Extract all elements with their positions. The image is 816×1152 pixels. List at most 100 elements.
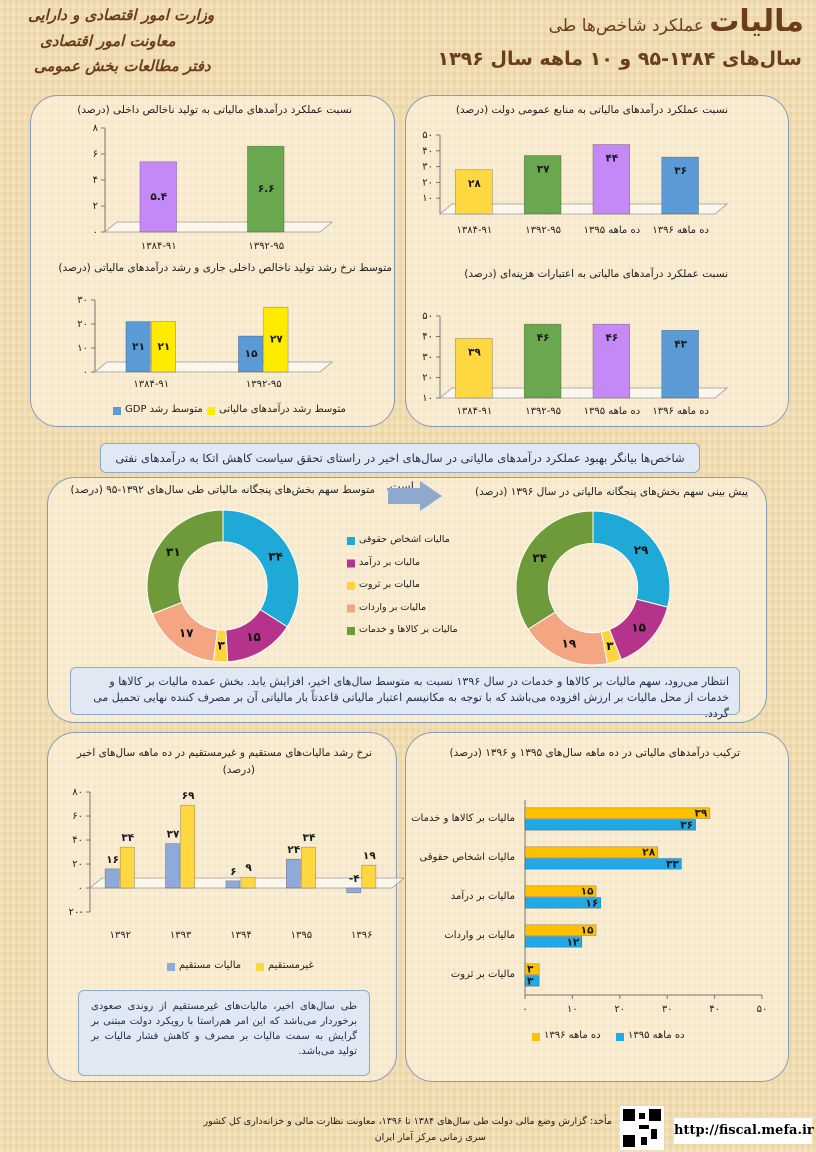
legend-label: مالیات مستقیم [179,960,242,971]
legend-swatch [167,963,175,971]
chart-title: نسبت عملکرد درآمدهای مالیاتی به منابع عم… [455,104,728,116]
value-label: ۳۴ [303,832,316,844]
legend-swatch [256,963,264,971]
y-tick-label: مالیات بر ثروت [450,968,515,980]
value-label: ۳۷ [537,164,550,176]
arrow [388,481,442,511]
bar [285,858,301,889]
value-label: ۲۸ [642,847,655,859]
x-tick-label: ۱۳۹۲ [109,930,130,941]
y-tick-label: ۶ [93,149,98,160]
y-tick-label: ۲۰ [77,319,88,330]
legend-label: غیرمستقیم [268,960,314,971]
y-tick-label: مالیات بر درآمد [450,890,515,902]
value-label: ۱۵ [581,886,594,898]
value-label: ۳۳ [666,858,679,870]
y-tick-label: ۱۰ [422,393,433,404]
y-tick-label: ۴۰ [72,835,83,846]
bar [125,321,151,373]
value-label: ۳۴ [532,551,547,565]
value-label: ۱۹ [562,636,577,650]
slice [515,510,594,630]
note: انتظار می‌رود، سهم مالیات بر کالاها و خد… [70,667,740,720]
value-label: ۳۹ [468,347,481,359]
legend-label: ده ماهه ۱۳۹۵ [628,1030,685,1041]
bar [263,306,289,373]
value-label: ۳۹ [694,808,707,820]
bar [523,155,562,215]
value-label: ۲۹ [634,543,649,557]
value-label: ۳۱ [166,545,181,559]
value-label: ۲۷ [270,334,283,346]
legend-swatch [207,407,215,415]
value-label: ۳۷ [167,829,180,841]
value-label: ۶ [230,866,236,878]
value-label: ۳ [527,975,534,987]
value-label: ۶۹ [182,790,195,802]
y-tick-label: ۲۰- [69,907,84,918]
value-label: ۴۴ [605,152,618,164]
x-tick-label: ۱۳۹۲-۹۵ [525,406,561,417]
source: سری زمانی مرکز آمار ایران [374,1132,486,1143]
value-label: ۱۶ [106,854,119,866]
value-label: ۱۵ [245,348,258,360]
bar [119,846,135,889]
x-tick-label: ۱۳۹۶ [351,930,372,941]
y-tick-label: ۲۰ [422,177,433,188]
value-label: ۵.۴ [150,191,167,203]
y-tick-label: ۰ [83,367,88,378]
page-period: سال‌های ۱۳۸۴-۹۵ و ۱۰ ماهه سال ۱۳۹۶ [437,48,802,70]
bar [225,880,241,889]
y-tick-label: ۱۰ [77,343,88,354]
legend-swatch [347,582,355,590]
y-tick-label: ۶۰ [72,811,83,822]
chart-title: ترکیب درآمدهای مالیاتی در ده ماهه سال‌ها… [449,747,740,759]
legend-swatch [532,1033,540,1041]
floor [103,221,334,233]
value-label: ۳ [527,964,534,976]
page-title: مالیات [709,4,804,39]
legend-swatch [347,559,355,568]
bar [240,876,256,889]
x-tick-label: ۰ [522,1004,527,1015]
legend-label: متوسط رشد درآمدهای مالیاتی [219,404,346,415]
chart-title: نسبت عملکرد درآمدهای مالیاتی به اعتبارات… [464,268,728,280]
legend-label: مالیات بر ثروت [359,579,420,590]
x-tick-label: ده ماهه ۱۳۹۵ [584,406,641,417]
legend-swatch [616,1033,624,1041]
y-tick-label: ۳۰ [422,352,433,363]
bar [301,846,316,889]
value-label: ۴۶ [537,332,550,344]
chart-title: پیش بینی سهم بخش‌های پنجگانه مالیاتی در … [475,486,748,498]
bar [139,161,177,233]
legend-label: مالیات بر واردات [359,601,427,613]
chart-title: متوسط نرخ رشد تولید ناخالص داخلی جاری و … [58,262,392,274]
legend-swatch [113,407,121,415]
bar [524,858,682,870]
y-tick-label: ۲ [93,201,98,212]
x-tick-label: ۱۳۹۲-۹۵ [525,225,561,236]
x-tick-label: ۱۳۹۲-۹۵ [246,379,282,390]
value-label: ۱۷ [179,626,194,640]
bar [524,924,597,936]
value-label: ۱۶ [585,897,598,909]
y-tick-label: ۲۰ [422,373,433,384]
y-tick-label: ۵۰ [422,130,433,141]
bar [524,975,540,987]
value-label: ۱۲ [566,936,579,948]
bar [524,936,583,948]
x-tick-label: ۵۰ [757,1004,768,1015]
bar [523,323,562,399]
bar [180,804,196,889]
y-tick-label: ۰ [93,227,98,238]
value-label: ۲۴ [287,844,300,856]
legend-label: مالیات بر کالاها و خدمات [359,624,458,635]
value-label: ۴۶ [605,332,618,344]
org: دفتر مطالعات بخش عمومی [34,57,211,75]
bar [455,338,493,399]
bar [524,807,711,819]
y-tick-label: ۱۰ [422,193,433,204]
value-label: ۱۵ [246,630,261,644]
legend-label: مالیات اشخاص حقوقی [359,534,450,545]
